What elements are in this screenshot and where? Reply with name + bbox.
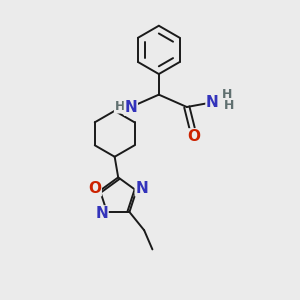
Text: H: H (224, 99, 234, 112)
Text: N: N (135, 181, 148, 196)
Text: N: N (206, 95, 219, 110)
Text: O: O (187, 129, 200, 144)
Text: H: H (222, 88, 232, 101)
Text: O: O (88, 181, 101, 196)
Text: H: H (115, 100, 125, 113)
Text: N: N (95, 206, 108, 221)
Text: N: N (124, 100, 137, 115)
